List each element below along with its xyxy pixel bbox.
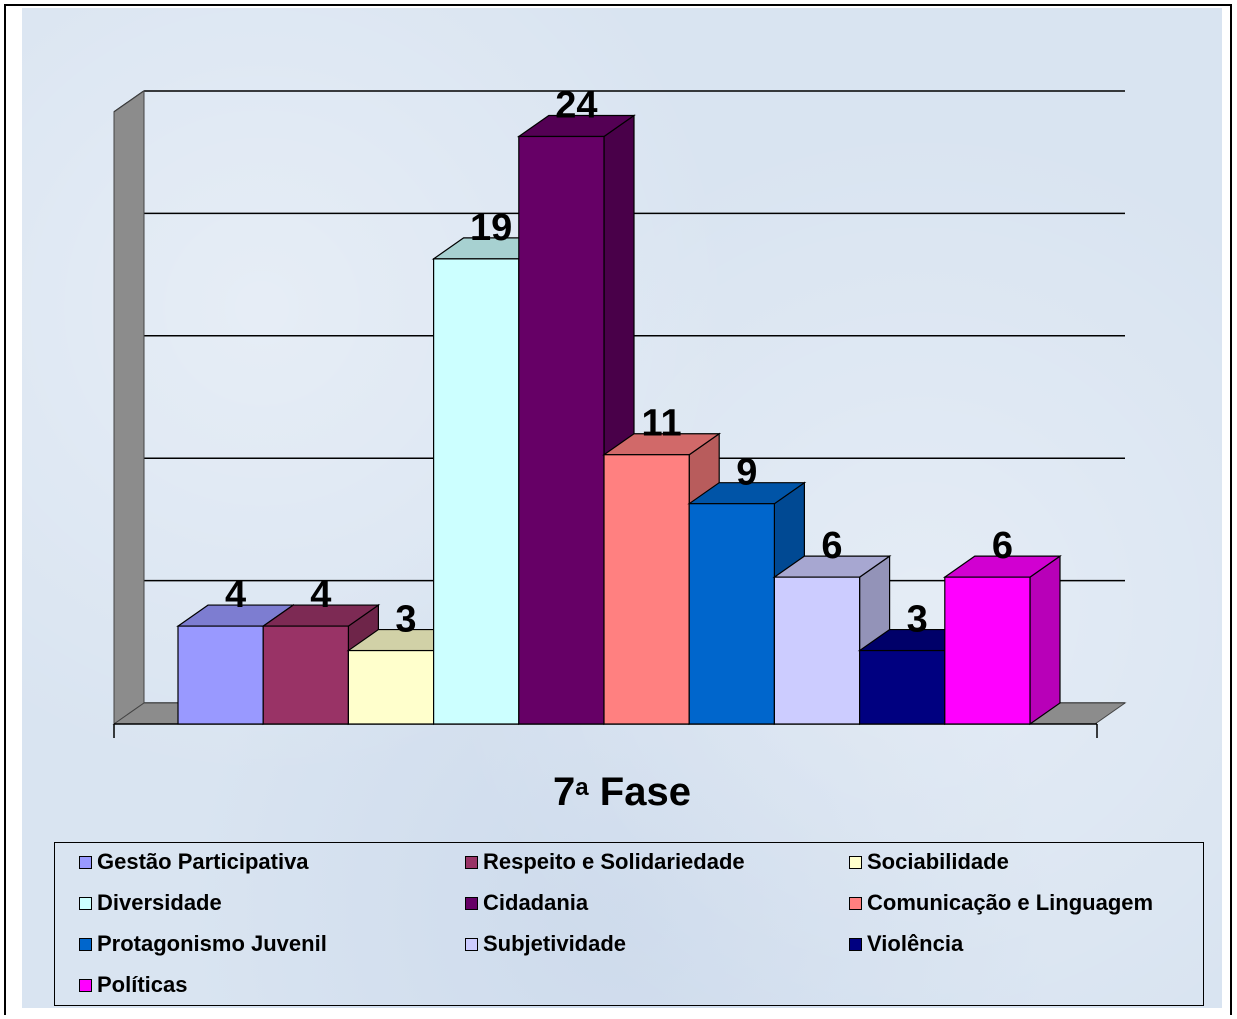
value-label-politicas: 6 bbox=[992, 525, 1013, 567]
legend-swatch bbox=[465, 896, 478, 910]
value-label-comunicacao-e-linguagem: 11 bbox=[642, 403, 682, 445]
bar-violencia bbox=[858, 649, 946, 725]
bar-protagonismo-juvenil bbox=[688, 503, 776, 725]
chart-title-superscript: a bbox=[575, 774, 589, 801]
legend-item: Sociabilidade bbox=[849, 847, 1009, 877]
legend-label: Sociabilidade bbox=[867, 849, 1009, 874]
bar-subjetividade bbox=[773, 576, 861, 725]
chart-area: 4 4 3 19 24 11 9 6 3 6 7a Fase Gestão Participati… bbox=[22, 8, 1222, 1008]
value-label-respeito-e-solidariedade: 4 bbox=[310, 574, 331, 616]
legend-item: Subjetividade bbox=[465, 929, 626, 959]
bar-cidadania bbox=[518, 135, 605, 725]
value-label-protagonismo-juvenil: 9 bbox=[736, 452, 757, 494]
plot-area: 4 4 3 19 24 11 9 6 3 6 bbox=[112, 84, 1127, 738]
value-label-sociabilidade: 3 bbox=[395, 599, 416, 641]
legend-item: Cidadania bbox=[465, 888, 588, 918]
value-label-subjetividade: 6 bbox=[821, 525, 842, 567]
value-label-diversidade: 19 bbox=[470, 207, 512, 249]
value-label-violencia: 3 bbox=[907, 599, 928, 641]
legend-label: Gestão Participativa bbox=[97, 849, 309, 874]
legend-label: Comunicação e Linguagem bbox=[867, 890, 1154, 915]
legend-item: Respeito e Solidariedade bbox=[465, 847, 745, 877]
legend-item: Diversidade bbox=[79, 888, 222, 918]
legend-swatch bbox=[849, 937, 862, 951]
bar-sociabilidade bbox=[347, 649, 435, 725]
bar-comunicacao-e-linguagem bbox=[603, 454, 690, 725]
legend-swatch bbox=[849, 896, 862, 910]
legend-swatch bbox=[79, 855, 92, 869]
bar-respeito-e-solidariedade bbox=[262, 625, 349, 725]
legend-swatch bbox=[79, 937, 92, 951]
legend-label: Subjetividade bbox=[483, 931, 627, 956]
legend-item: Gestão Participativa bbox=[79, 847, 309, 877]
legend-swatch bbox=[79, 896, 92, 910]
chart-title-rest: Fase bbox=[588, 770, 691, 814]
legend-swatch bbox=[849, 855, 862, 869]
bar-side-politicas bbox=[1029, 554, 1061, 726]
bar-gestao-participativa bbox=[177, 625, 264, 725]
value-label-gestao-participativa: 4 bbox=[225, 574, 246, 616]
legend-item: Protagonismo Juvenil bbox=[79, 929, 327, 959]
legend-label: Cidadania bbox=[483, 890, 589, 915]
chart-title-base: 7 bbox=[553, 770, 576, 814]
bar-politicas bbox=[944, 576, 1031, 725]
legend-label: Políticas bbox=[97, 972, 188, 997]
legend-label: Respeito e Solidariedade bbox=[483, 849, 745, 874]
legend-swatch bbox=[465, 855, 478, 869]
legend-item: Violência bbox=[849, 929, 963, 959]
chart-title: 7a Fase bbox=[22, 770, 1222, 815]
chart-frame bbox=[4, 4, 1232, 1015]
side-wall bbox=[113, 90, 145, 725]
bar-diversidade bbox=[433, 258, 520, 725]
legend-swatch bbox=[465, 937, 478, 951]
legend-label: Violência bbox=[867, 931, 964, 956]
legend-swatch bbox=[79, 978, 92, 992]
legend-item: Políticas bbox=[79, 970, 187, 1000]
legend-label: Diversidade bbox=[97, 890, 222, 915]
legend-label: Protagonismo Juvenil bbox=[97, 931, 327, 956]
value-label-cidadania: 24 bbox=[555, 84, 597, 126]
legend: Gestão Participativa Respeito e Solidarie… bbox=[54, 842, 1204, 1006]
legend-item: Comunicação e Linguagem bbox=[849, 888, 1153, 918]
